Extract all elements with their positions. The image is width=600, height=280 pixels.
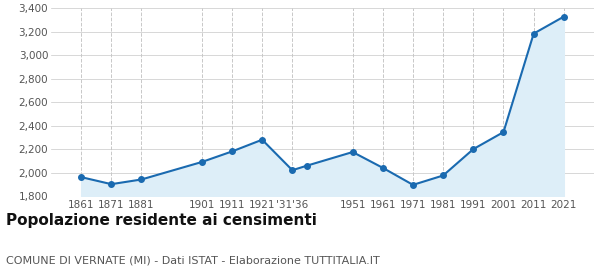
Point [529,31,538,36]
Point [378,165,388,170]
Text: Popolazione residente ai censimenti: Popolazione residente ai censimenti [6,213,317,228]
Point [302,163,312,168]
Point [257,137,267,142]
Point [287,168,297,172]
Point [499,130,508,134]
Point [559,14,569,19]
Point [469,147,478,151]
Point [197,160,206,164]
Point [76,175,86,179]
Point [137,177,146,182]
Point [348,150,358,154]
Point [439,173,448,178]
Point [408,183,418,187]
Point [107,182,116,186]
Point [227,149,237,154]
Text: COMUNE DI VERNATE (MI) - Dati ISTAT - Elaborazione TUTTITALIA.IT: COMUNE DI VERNATE (MI) - Dati ISTAT - El… [6,255,380,265]
